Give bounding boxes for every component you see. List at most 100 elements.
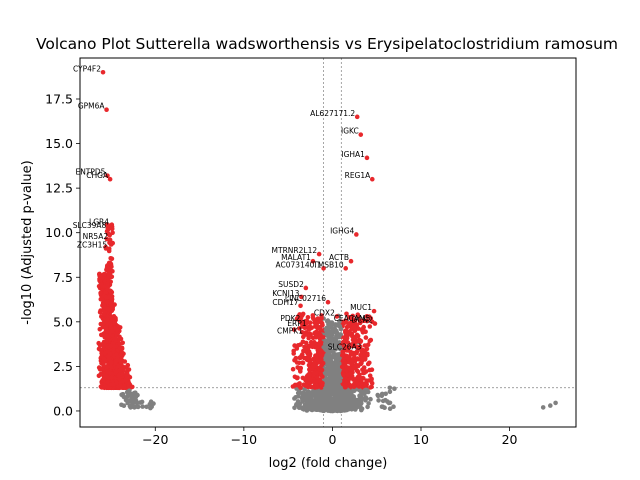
data-point bbox=[101, 356, 107, 362]
data-point bbox=[126, 390, 131, 396]
data-point bbox=[99, 385, 105, 390]
labeled-data-point bbox=[372, 321, 378, 326]
data-point bbox=[291, 351, 297, 356]
data-point bbox=[314, 374, 320, 380]
data-point bbox=[319, 357, 324, 363]
labeled-data-point bbox=[107, 176, 113, 182]
gene-label: GPM6A bbox=[78, 102, 106, 111]
gene-label: LGR4 bbox=[89, 218, 109, 227]
data-point bbox=[359, 375, 365, 381]
data-point bbox=[310, 313, 316, 318]
gene-label: LINC02716 bbox=[285, 294, 326, 303]
gene-label: CDX2 bbox=[314, 308, 335, 317]
data-point bbox=[127, 398, 133, 403]
data-point bbox=[307, 320, 313, 326]
labeled-data-point bbox=[298, 303, 303, 309]
gene-label: ERP1 bbox=[287, 319, 306, 328]
data-point bbox=[105, 369, 110, 375]
data-point bbox=[98, 290, 103, 296]
data-point bbox=[329, 382, 334, 388]
data-point bbox=[325, 338, 330, 344]
data-point bbox=[148, 399, 154, 405]
data-point bbox=[99, 350, 104, 356]
data-point bbox=[101, 303, 107, 309]
data-point bbox=[306, 372, 312, 377]
data-point bbox=[391, 404, 396, 410]
data-point bbox=[368, 337, 374, 343]
labeled-data-point bbox=[105, 173, 110, 178]
data-point bbox=[101, 312, 106, 317]
labeled-data-point bbox=[348, 258, 354, 264]
data-point bbox=[98, 274, 103, 280]
data-point bbox=[105, 317, 110, 322]
data-point bbox=[96, 340, 101, 346]
labeled-data-point bbox=[316, 251, 322, 257]
data-point bbox=[349, 359, 354, 365]
data-point bbox=[352, 326, 358, 332]
plot-frame bbox=[79, 57, 577, 428]
data-point bbox=[319, 367, 325, 373]
labeled-data-point bbox=[306, 324, 311, 330]
data-point bbox=[318, 348, 324, 353]
data-point bbox=[341, 401, 346, 407]
data-point bbox=[114, 358, 119, 363]
data-point bbox=[367, 367, 372, 373]
data-point bbox=[367, 324, 373, 329]
data-point bbox=[322, 387, 328, 393]
gene-label: CHGA bbox=[86, 171, 109, 180]
data-point bbox=[340, 353, 345, 358]
data-point bbox=[109, 365, 114, 370]
data-point bbox=[131, 395, 137, 401]
data-point bbox=[111, 343, 117, 349]
data-point bbox=[350, 313, 356, 319]
gene-label: SLC39A8 bbox=[73, 221, 107, 230]
data-point bbox=[348, 351, 354, 357]
gene-label: CMPK1 bbox=[277, 326, 303, 335]
data-point bbox=[357, 318, 363, 323]
data-point bbox=[375, 392, 381, 398]
data-point bbox=[296, 316, 302, 322]
labeled-data-point bbox=[343, 266, 349, 271]
data-point bbox=[367, 314, 372, 320]
data-point bbox=[336, 361, 342, 366]
data-point bbox=[118, 383, 123, 389]
data-point bbox=[96, 373, 102, 379]
labeled-data-point bbox=[302, 332, 308, 337]
data-point bbox=[110, 382, 116, 387]
data-point bbox=[313, 335, 319, 340]
gene-label: CEACAM5 bbox=[334, 314, 371, 323]
data-point bbox=[360, 327, 366, 332]
data-point bbox=[320, 408, 325, 413]
gene-label: ENTPD5 bbox=[75, 168, 105, 177]
data-point bbox=[382, 405, 387, 411]
gene-label: IGHG4 bbox=[330, 226, 354, 235]
data-point bbox=[106, 354, 111, 359]
y-tick-label: 5.0 bbox=[53, 314, 73, 329]
data-point bbox=[365, 342, 371, 348]
data-point bbox=[315, 405, 321, 411]
data-point bbox=[387, 400, 393, 406]
data-point bbox=[383, 391, 389, 397]
data-point bbox=[333, 322, 338, 327]
labeled-data-point bbox=[361, 348, 366, 353]
data-point bbox=[369, 380, 375, 386]
data-point bbox=[365, 352, 370, 358]
data-point bbox=[117, 334, 122, 340]
data-point bbox=[291, 327, 297, 332]
data-point bbox=[314, 379, 319, 384]
data-point bbox=[307, 359, 313, 365]
data-point bbox=[292, 405, 297, 411]
labeled-data-point bbox=[108, 223, 114, 228]
data-point bbox=[345, 391, 351, 396]
data-point bbox=[104, 265, 110, 270]
data-point bbox=[128, 405, 133, 410]
data-point bbox=[355, 333, 361, 339]
data-point bbox=[296, 360, 302, 366]
data-point bbox=[99, 282, 104, 287]
data-point bbox=[337, 323, 343, 329]
gene-label: ZC3H15 bbox=[77, 241, 108, 250]
data-point bbox=[312, 360, 317, 366]
y-tick-label: 10.0 bbox=[45, 225, 73, 240]
data-point bbox=[304, 383, 310, 389]
